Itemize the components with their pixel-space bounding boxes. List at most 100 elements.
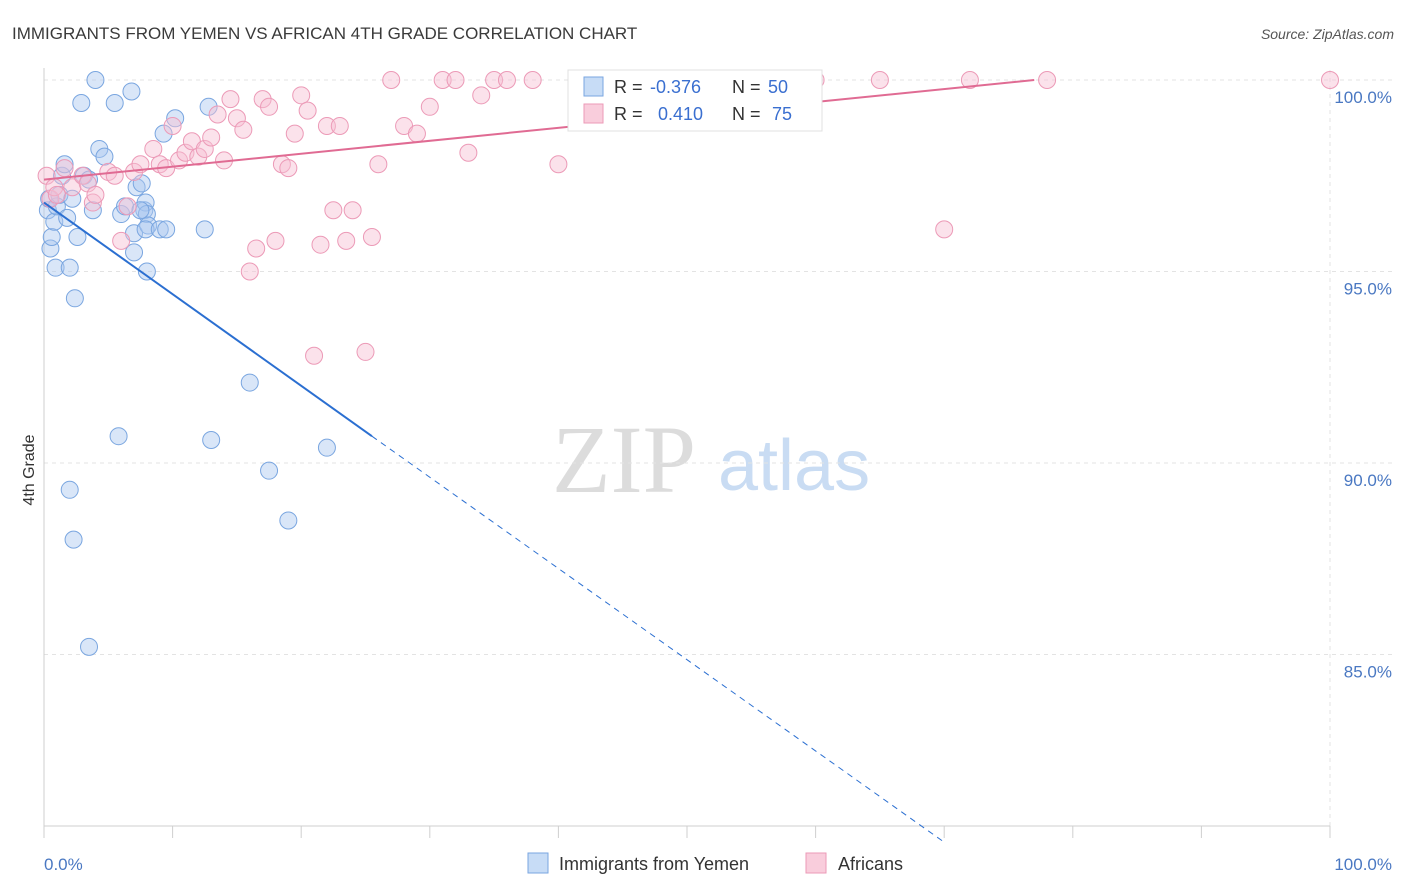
stats-swatch-africans — [583, 103, 604, 124]
point-africans-61 — [523, 71, 542, 89]
point-africans-32 — [247, 239, 266, 258]
point-africans-33 — [253, 90, 272, 109]
point-yemen-44 — [60, 480, 79, 499]
point-africans-24 — [195, 139, 214, 158]
point-yemen-50 — [317, 438, 336, 457]
point-africans-13 — [118, 197, 137, 216]
trend-lines — [43, 79, 1035, 843]
stats-r-value-africans: 0.410 — [658, 104, 703, 124]
point-yemen-38 — [154, 124, 173, 143]
point-africans-43 — [317, 116, 336, 135]
point-africans-35 — [266, 231, 285, 250]
point-africans-70 — [870, 71, 889, 89]
chart-title: IMMIGRANTS FROM YEMEN VS AFRICAN 4TH GRA… — [12, 24, 637, 43]
stats-r-value-yemen: -0.376 — [650, 77, 701, 97]
point-africans-4 — [55, 159, 74, 178]
x-tick-label-1: 100.0% — [1334, 855, 1392, 874]
point-africans-74 — [1321, 71, 1339, 89]
legend-label-africans: Africans — [838, 854, 903, 874]
point-yemen-18 — [83, 201, 102, 220]
point-africans-16 — [144, 139, 163, 158]
point-yemen-19 — [86, 71, 105, 89]
point-africans-50 — [369, 155, 388, 174]
point-africans-55 — [433, 71, 452, 89]
point-africans-19 — [163, 116, 182, 135]
point-africans-40 — [298, 101, 317, 120]
point-yemen-49 — [279, 511, 298, 530]
point-yemen-14 — [68, 228, 87, 247]
point-africans-71 — [935, 220, 954, 239]
y-tick-label-0: 100.0% — [1334, 88, 1392, 107]
legend: Immigrants from Yemen Africans — [527, 852, 903, 874]
point-africans-59 — [485, 71, 504, 89]
point-yemen-36 — [137, 262, 156, 281]
point-africans-54 — [420, 97, 439, 116]
stats-n-label-africans: N = — [732, 104, 761, 124]
point-yemen-15 — [72, 93, 91, 112]
point-africans-9 — [86, 185, 105, 204]
stats-n-label-yemen: N = — [732, 77, 761, 97]
point-africans-49 — [362, 228, 381, 247]
trend-line-africans — [43, 79, 1035, 181]
point-yemen-47 — [202, 431, 221, 450]
point-yemen-25 — [122, 82, 141, 101]
point-africans-30 — [234, 120, 253, 139]
stats-r-label-africans: R = — [614, 104, 643, 124]
y-axis-label: 4th Grade — [21, 434, 38, 505]
axes — [43, 68, 1331, 838]
point-africans-11 — [105, 166, 124, 185]
point-yemen-5 — [46, 258, 65, 277]
point-africans-3 — [47, 185, 66, 204]
point-africans-39 — [292, 86, 311, 105]
point-africans-37 — [279, 159, 298, 178]
point-yemen-13 — [65, 289, 84, 308]
stats-box-frame — [567, 69, 823, 132]
trend-line-yemen — [43, 201, 373, 438]
point-africans-53 — [407, 124, 426, 143]
watermark-zip: ZIP — [552, 406, 696, 513]
point-yemen-2 — [41, 239, 60, 258]
point-africans-60 — [497, 71, 516, 89]
point-yemen-11 — [60, 258, 79, 277]
point-yemen-42 — [199, 97, 218, 116]
point-yemen-9 — [55, 155, 74, 174]
point-africans-34 — [260, 97, 279, 116]
legend-swatch-africans — [805, 852, 827, 874]
point-africans-57 — [459, 143, 478, 162]
stats-swatch-yemen — [583, 76, 604, 97]
point-yemen-26 — [125, 243, 144, 262]
point-yemen-46 — [109, 427, 128, 446]
point-yemen-43 — [240, 373, 259, 392]
point-africans-45 — [330, 116, 349, 135]
stats-n-value-africans: 75 — [772, 104, 792, 124]
point-africans-29 — [227, 109, 246, 128]
stats-r-label-yemen: R = — [614, 77, 643, 97]
point-africans-48 — [356, 342, 375, 361]
point-africans-56 — [446, 71, 465, 89]
point-africans-47 — [343, 201, 362, 220]
point-africans-5 — [63, 178, 82, 197]
watermark-atlas: atlas — [718, 426, 870, 506]
point-yemen-35 — [136, 220, 155, 239]
stats-box: R = -0.376 N = 50 R = 0.410 N = 75 — [567, 69, 823, 132]
x-tick-label-0: 0.0% — [44, 855, 83, 874]
x-tick-labels: 0.0% 100.0% — [44, 855, 1392, 874]
point-yemen-39 — [157, 220, 176, 239]
point-yemen-21 — [95, 147, 114, 166]
point-africans-25 — [202, 128, 221, 147]
point-africans-38 — [285, 124, 304, 143]
point-yemen-45 — [64, 530, 83, 549]
stats-n-value-yemen: 50 — [768, 77, 788, 97]
legend-swatch-yemen — [527, 852, 549, 874]
legend-label-yemen: Immigrants from Yemen — [559, 854, 749, 874]
point-yemen-41 — [195, 220, 214, 239]
point-yemen-22 — [105, 93, 124, 112]
y-tick-label-2: 90.0% — [1344, 471, 1392, 490]
point-africans-46 — [337, 231, 356, 250]
point-africans-58 — [472, 86, 491, 105]
y-tick-label-1: 95.0% — [1344, 280, 1392, 299]
point-yemen-51 — [80, 637, 99, 656]
y-tick-label-3: 85.0% — [1344, 663, 1392, 682]
point-africans-26 — [208, 105, 227, 124]
